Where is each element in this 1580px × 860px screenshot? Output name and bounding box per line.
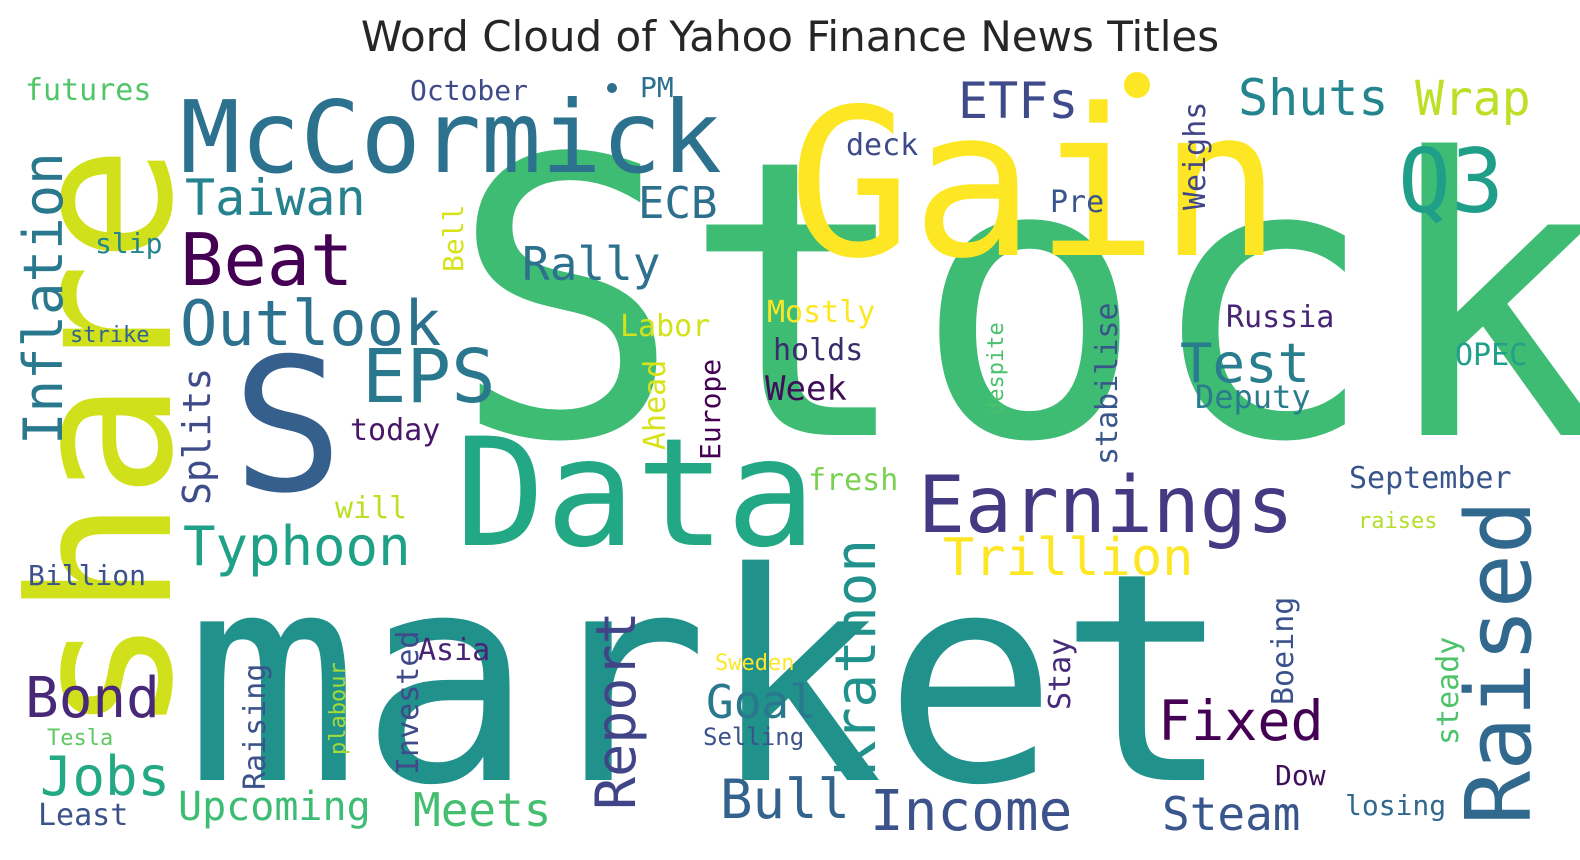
word-taiwan: Taiwan — [185, 169, 366, 227]
word-invested: Invested — [391, 631, 426, 776]
word-plabour: plabour — [326, 662, 351, 755]
word-data: Data — [455, 407, 816, 581]
word-week: Week — [765, 369, 847, 409]
word-pre: Pre — [1050, 185, 1104, 220]
word-futures: futures — [25, 73, 151, 108]
word-fixed: Fixed — [1158, 689, 1324, 753]
word-upcoming: Upcoming — [178, 784, 371, 830]
word-holds: holds — [773, 333, 863, 368]
word-s: S — [232, 318, 343, 534]
word-raising: Raising — [238, 664, 273, 790]
word-today: today — [350, 413, 440, 448]
word-steam: Steam — [1162, 787, 1300, 841]
word-billion: Billion — [28, 559, 146, 592]
word-asia: Asia — [418, 633, 490, 668]
word-slip: slip — [95, 227, 162, 260]
dot-mark — [607, 83, 617, 93]
word-least: Least — [38, 798, 128, 833]
word-eps: EPS — [362, 334, 496, 420]
word-q3: Q3 — [1398, 130, 1504, 233]
word-splits: Splits — [175, 368, 219, 505]
word-raised: Raised — [1447, 500, 1552, 825]
chart-title: Word Cloud of Yahoo Finance News Titles — [360, 12, 1220, 61]
word-ahead: Ahead — [638, 360, 673, 450]
word-market: market — [185, 512, 1233, 849]
word-selling: Selling — [703, 723, 804, 751]
word-krathon: Krathon — [824, 539, 889, 775]
word-etfs: ETFs — [958, 72, 1078, 130]
word-strike: strike — [70, 323, 149, 348]
word-stay: Stay — [1043, 638, 1078, 710]
word-russia: Russia — [1226, 300, 1334, 335]
word-share: share — [0, 145, 217, 735]
word-bond: Bond — [25, 666, 160, 731]
word-steady: steady — [1431, 637, 1466, 745]
word-despite: despite — [984, 322, 1009, 415]
word-stock: Stock — [450, 78, 1580, 526]
word-rally: Rally — [522, 237, 660, 291]
word-raises: raises — [1358, 509, 1437, 534]
dot-mark — [1124, 72, 1150, 98]
word-deputy: Deputy — [1195, 378, 1311, 416]
word-stabilise: stabilise — [1090, 302, 1125, 465]
word-earnings: Earnings — [918, 461, 1294, 551]
word-dow: Dow — [1275, 759, 1326, 792]
word-deck: deck — [846, 128, 918, 163]
word-goal: Goal — [706, 675, 817, 729]
word-report: Report — [584, 611, 648, 810]
word-ecb: ECB — [638, 178, 717, 229]
word-bell: Bell — [437, 205, 470, 272]
word-meets: Meets — [413, 783, 551, 837]
word-bull: Bull — [720, 768, 850, 831]
word-test: Test — [1180, 332, 1310, 395]
word-weighs: Weighs — [1178, 102, 1213, 210]
word-inflation: Inflation — [12, 152, 75, 445]
word-labor: Labor — [620, 309, 710, 344]
word-opec: OPEC — [1455, 338, 1527, 373]
word-gain: Gain — [788, 66, 1282, 304]
word-outlook: Outlook — [180, 287, 441, 360]
word-will: will — [335, 491, 407, 526]
word-october: October — [410, 74, 528, 107]
word-beat: Beat — [180, 218, 353, 302]
word-mostly: Mostly — [767, 295, 875, 330]
word-fresh: fresh — [808, 463, 898, 498]
word-typhoon: Typhoon — [183, 515, 411, 578]
word-losing: losing — [1345, 789, 1446, 822]
word-income: Income — [870, 779, 1072, 844]
word-september: September — [1349, 461, 1512, 496]
word-shuts: Shuts — [1238, 69, 1389, 127]
word-europe: Europe — [694, 359, 727, 460]
word-sweden: Sweden — [715, 651, 794, 676]
word-jobs: Jobs — [40, 745, 170, 808]
word-boeing: Boeing — [1266, 597, 1301, 705]
word-trillion: Trillion — [943, 528, 1193, 588]
word-pm: PM — [640, 71, 674, 104]
word-wrap: Wrap — [1415, 71, 1531, 127]
word-mccormick: McCormick — [180, 79, 722, 196]
word-tesla: Tesla — [47, 726, 113, 751]
